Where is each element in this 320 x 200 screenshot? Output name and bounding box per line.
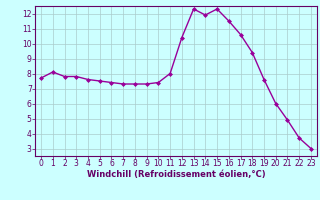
X-axis label: Windchill (Refroidissement éolien,°C): Windchill (Refroidissement éolien,°C)	[87, 170, 265, 179]
